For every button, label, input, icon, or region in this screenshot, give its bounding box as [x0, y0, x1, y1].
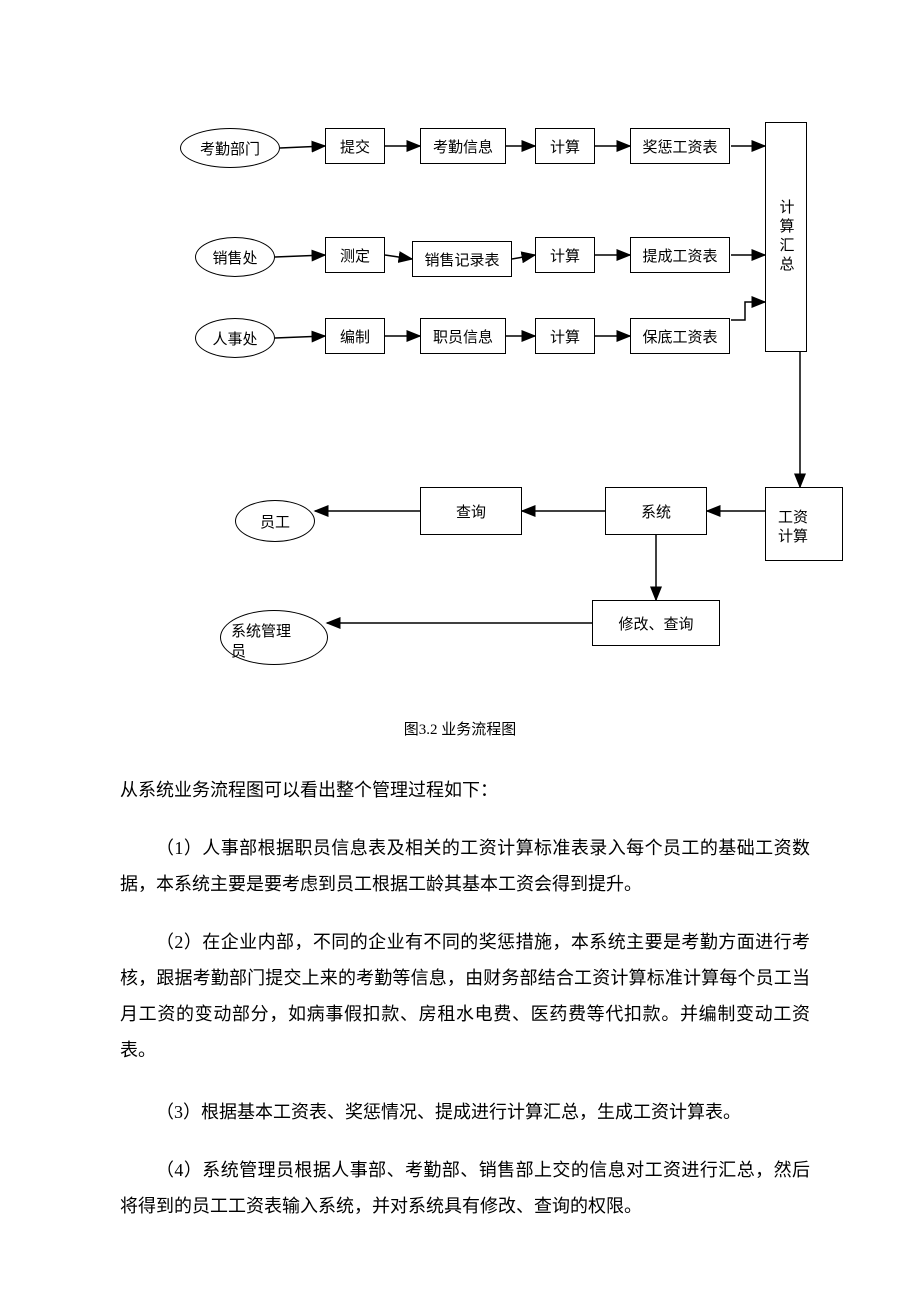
node-n_bz: 编制 [325, 318, 385, 354]
figure-caption: 图3.2 业务流程图 [0, 718, 920, 739]
paragraph-1: （1）人事部根据职员信息表及相关的工资计算标准表录入每个员工的基础工资数据，本系… [120, 830, 810, 902]
node-n_jshz: 计算汇总 [765, 122, 807, 352]
node-n_tj: 提交 [325, 128, 385, 164]
node-n_cx: 查询 [420, 487, 522, 535]
intro-text: 从系统业务流程图可以看出整个管理过程如下： [120, 772, 810, 808]
node-n_xgcx: 修改、查询 [592, 600, 720, 646]
node-n_js2: 计算 [535, 237, 595, 273]
node-n_js3: 计算 [535, 318, 595, 354]
node-n_gzjs: 工资计算 [765, 487, 843, 561]
node-n_xsc: 销售处 [195, 237, 275, 277]
node-n_yg: 员工 [235, 500, 315, 542]
node-n_tcgzb: 提成工资表 [630, 237, 730, 273]
node-n_cd: 测定 [325, 237, 385, 273]
paragraph-2: （2）在企业内部，不同的企业有不同的奖惩措施，本系统主要是考勤方面进行考核，跟据… [120, 924, 810, 1068]
node-n_js1: 计算 [535, 128, 595, 164]
node-n_kqbm: 考勤部门 [180, 128, 280, 168]
node-n_rsc: 人事处 [195, 318, 275, 358]
paragraph-3: （3）根据基本工资表、奖惩情况、提成进行计算汇总，生成工资计算表。 [120, 1094, 810, 1130]
node-n_zyxx: 职员信息 [420, 318, 506, 354]
node-n_kqxx: 考勤信息 [420, 128, 506, 164]
node-n_bdgzb: 保底工资表 [630, 318, 730, 354]
paragraph-4: （4）系统管理员根据人事部、考勤部、销售部上交的信息对工资进行汇总，然后将得到的… [120, 1152, 810, 1224]
node-n_jcgzb: 奖惩工资表 [630, 128, 730, 164]
node-n_xt: 系统 [605, 487, 707, 535]
business-flowchart: 考勤部门提交考勤信息计算奖惩工资表销售处测定销售记录表计算提成工资表人事处编制职… [0, 0, 920, 710]
node-n_xsjlb: 销售记录表 [412, 241, 512, 277]
node-n_xtgly: 系统管理员 [220, 610, 328, 665]
